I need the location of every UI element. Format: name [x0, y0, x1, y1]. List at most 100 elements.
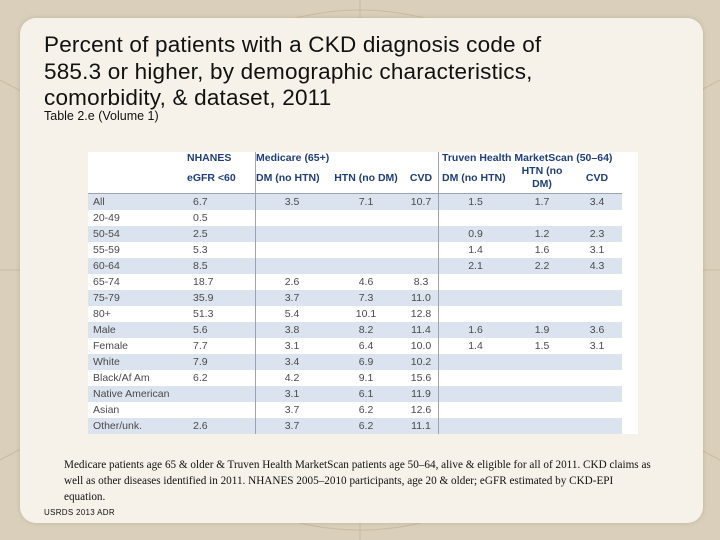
- cell-medicare-htn: [328, 210, 404, 226]
- cell-medicare-dm: 3.5: [284, 196, 300, 208]
- cell-medicare-htn: [328, 226, 404, 242]
- cell-truven-dm: [439, 386, 513, 402]
- cell-medicare-dm: 3.4: [284, 356, 300, 368]
- egfr-header: eGFR <60: [181, 165, 256, 194]
- cell-medicare-cvd: [404, 210, 439, 226]
- cell-truven-htn: 1.2: [534, 228, 550, 240]
- cell-truven-cvd: 3.6: [589, 324, 605, 336]
- cell-truven-htn: 1.5: [534, 340, 550, 352]
- cell-medicare-htn: 7.3: [358, 292, 374, 304]
- table-row: 50-54 2.5 0.9 1.2 2.3: [88, 226, 622, 242]
- cell-truven-htn: [512, 210, 572, 226]
- truven-cvd-header: CVD: [572, 165, 622, 194]
- cell-truven-htn: [512, 418, 572, 434]
- sub-header-row: eGFR <60 DM (no HTN) HTN (no DM) CVD DM …: [88, 165, 622, 194]
- cell-medicare-dm: [256, 242, 329, 258]
- cell-truven-htn: [512, 386, 572, 402]
- table-row: 60-64 8.5 2.1 2.2 4.3: [88, 258, 622, 274]
- cell-medicare-dm: 2.6: [284, 276, 300, 288]
- cell-truven-htn: [512, 370, 572, 386]
- cell-truven-dm: [439, 306, 513, 322]
- cell-nhanes: 2.5: [181, 226, 256, 242]
- cell-medicare-dm: 3.7: [284, 292, 300, 304]
- cell-medicare-dm: 3.8: [284, 324, 300, 336]
- cell-truven-htn: [512, 402, 572, 418]
- cell-truven-cvd: [572, 210, 622, 226]
- cell-nhanes: [181, 386, 256, 402]
- cell-truven-cvd: 4.3: [589, 260, 605, 272]
- cell-nhanes: 6.7: [181, 193, 256, 210]
- table-row: 65-74 18.7 2.6 4.6 8.3: [88, 274, 622, 290]
- table-row: 55-59 5.3 1.4 1.6 3.1: [88, 242, 622, 258]
- cell-medicare-cvd: 11.1: [404, 418, 439, 434]
- cell-medicare-htn: 10.1: [355, 308, 377, 320]
- cell-nhanes: 51.3: [181, 306, 256, 322]
- cell-nhanes: 7.7: [181, 338, 256, 354]
- cell-medicare-dm: [256, 258, 329, 274]
- row-label: Black/Af Am: [93, 372, 150, 384]
- table-row: Female 7.7 3.1 6.4 10.0 1.4 1.5 3.1: [88, 338, 622, 354]
- medicare-htn-header: HTN (no DM): [328, 165, 404, 194]
- cell-truven-dm: 1.4: [468, 340, 483, 352]
- cell-medicare-dm: [256, 210, 329, 226]
- row-label: 80+: [93, 308, 111, 320]
- row-label: 60-64: [93, 260, 120, 272]
- cell-truven-htn: 2.2: [534, 260, 550, 272]
- table-row: Black/Af Am 6.2 4.2 9.1 15.6: [88, 370, 622, 386]
- slide-subtitle: Table 2.e (Volume 1): [44, 109, 159, 123]
- table-row: Other/unk. 2.6 3.7 6.2 11.1: [88, 418, 622, 434]
- medicare-cvd-header: CVD: [404, 165, 439, 194]
- cell-medicare-dm: 5.4: [284, 308, 300, 320]
- cell-nhanes: 5.3: [181, 242, 256, 258]
- cell-medicare-cvd: 8.3: [404, 274, 439, 290]
- cell-medicare-cvd: 15.6: [404, 370, 439, 386]
- cell-medicare-cvd: 12.6: [404, 402, 439, 418]
- cell-nhanes: 8.5: [181, 258, 256, 274]
- cell-truven-htn: [512, 290, 572, 306]
- row-label: Female: [93, 340, 129, 352]
- cell-truven-htn: [512, 306, 572, 322]
- cell-nhanes: [181, 402, 256, 418]
- row-label: All: [93, 196, 105, 208]
- cell-medicare-htn: 6.4: [358, 340, 374, 352]
- cell-truven-cvd: [572, 402, 622, 418]
- row-label: Other/unk.: [93, 420, 143, 432]
- cell-medicare-dm: 3.1: [284, 340, 300, 352]
- cell-nhanes: 6.2: [181, 370, 256, 386]
- cell-truven-cvd: [572, 274, 622, 290]
- cell-medicare-cvd: [404, 242, 439, 258]
- cell-medicare-cvd: [404, 258, 439, 274]
- cell-nhanes: 18.7: [181, 274, 256, 290]
- cell-medicare-dm: 4.2: [284, 372, 300, 384]
- cell-nhanes: 2.6: [181, 418, 256, 434]
- cell-truven-dm: 2.1: [468, 260, 483, 272]
- cell-truven-dm: [439, 290, 513, 306]
- medicare-dm-header: DM (no HTN): [255, 165, 328, 194]
- cell-medicare-dm: [256, 226, 329, 242]
- cell-truven-cvd: 3.4: [589, 196, 605, 208]
- table-row: 20-49 0.5: [88, 210, 622, 226]
- cell-nhanes: 0.5: [181, 210, 256, 226]
- group-header-row: NHANES Medicare (65+) Truven Health Mark…: [88, 152, 622, 165]
- cell-medicare-htn: [328, 258, 404, 274]
- data-table-container: NHANES Medicare (65+) Truven Health Mark…: [88, 152, 638, 434]
- row-label: Male: [93, 324, 116, 336]
- cell-medicare-htn: 6.2: [358, 420, 374, 432]
- table-row: Asian 3.7 6.2 12.6: [88, 402, 622, 418]
- row-label: 65-74: [93, 276, 120, 288]
- row-label-subheader: [88, 165, 181, 194]
- cell-truven-cvd: [572, 418, 622, 434]
- cell-truven-dm: 1.4: [468, 244, 483, 256]
- table-row: White 7.9 3.4 6.9 10.2: [88, 354, 622, 370]
- cell-truven-dm: [439, 354, 513, 370]
- row-label: White: [93, 356, 120, 368]
- cell-truven-dm: 1.6: [468, 324, 483, 336]
- row-label: Native American: [93, 388, 170, 400]
- cell-truven-htn: 1.6: [534, 244, 550, 256]
- cell-medicare-cvd: [404, 226, 439, 242]
- cell-medicare-htn: 6.2: [358, 404, 374, 416]
- cell-truven-cvd: [572, 370, 622, 386]
- cell-truven-cvd: 2.3: [589, 228, 605, 240]
- cell-truven-dm: 1.5: [468, 196, 483, 208]
- cell-medicare-htn: 4.6: [358, 276, 374, 288]
